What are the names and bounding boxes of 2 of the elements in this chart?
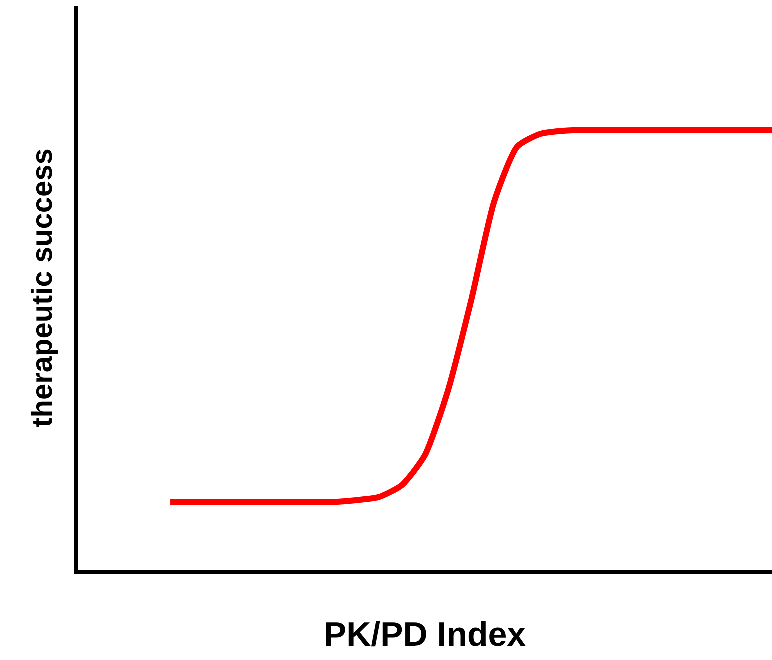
x-axis-title: PK/PD Index [324, 616, 526, 654]
y-axis-title: therapeutic success [26, 148, 59, 428]
